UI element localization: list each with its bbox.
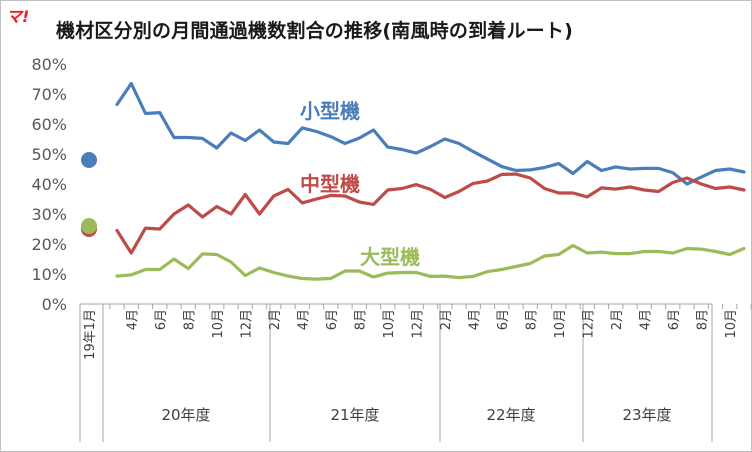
y-tick-label: 80% (31, 55, 67, 74)
y-tick-label: 50% (31, 145, 67, 164)
chart-title: 機材区分別の月間通過機数割合の推移(南風時の到着ルート) (56, 20, 573, 42)
y-tick-label: 10% (31, 265, 67, 284)
series-name-label: 小型機 (300, 99, 360, 123)
fiscal-year-label: 20年度 (161, 406, 210, 424)
y-tick-label: 20% (31, 235, 67, 254)
x-tick-label: 2月 (439, 309, 454, 330)
x-tick-label: 12月 (239, 309, 254, 339)
series-name-label: 大型機 (360, 245, 420, 269)
fiscal-year-label: 21年度 (330, 406, 379, 424)
x-tick-label: 2月 (268, 309, 283, 330)
y-tick-label: 70% (31, 85, 67, 104)
x-tick-label: 10月 (724, 309, 739, 339)
series-first-point (81, 152, 97, 168)
x-tick-label: 6月 (667, 309, 682, 330)
series-line (115, 172, 746, 255)
x-tick-label: 2月 (610, 309, 625, 330)
x-tick-label: 4月 (296, 309, 311, 330)
x-tick-label: 4月 (638, 309, 653, 330)
x-tick-label: 8月 (353, 309, 368, 330)
x-tick-label: 12月 (581, 309, 596, 339)
y-tick-label: 30% (31, 205, 67, 224)
y-tick-label: 0% (42, 295, 67, 314)
x-tick-label: 6月 (496, 309, 511, 330)
x-tick-label: 4月 (125, 309, 140, 330)
y-tick-label: 60% (31, 115, 67, 134)
x-tick-label: 8月 (695, 309, 710, 330)
fiscal-year-label: 22年度 (486, 406, 535, 424)
x-tick-label: 19年1月 (83, 309, 98, 360)
x-tick-label: 10月 (211, 309, 226, 339)
logo: マ! (6, 7, 30, 26)
x-tick-label: 12月 (410, 309, 425, 339)
x-tick-label: 6月 (325, 309, 340, 330)
series-name-label: 中型機 (300, 172, 360, 196)
x-tick-label: 10月 (382, 309, 397, 339)
fiscal-year-label: 23年度 (622, 406, 671, 424)
series-line (115, 81, 746, 186)
series-line (115, 243, 746, 281)
series-first-point (81, 218, 97, 234)
y-tick-label: 40% (31, 175, 67, 194)
x-tick-label: 8月 (182, 309, 197, 330)
x-tick-label: 4月 (467, 309, 482, 330)
x-tick-label: 6月 (154, 309, 169, 330)
x-tick-label: 10月 (553, 309, 568, 339)
x-tick-label: 8月 (524, 309, 539, 330)
